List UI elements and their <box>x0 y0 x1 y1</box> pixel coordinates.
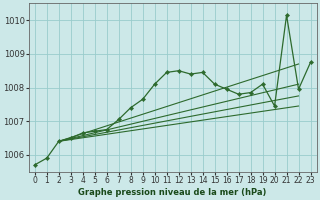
X-axis label: Graphe pression niveau de la mer (hPa): Graphe pression niveau de la mer (hPa) <box>78 188 267 197</box>
